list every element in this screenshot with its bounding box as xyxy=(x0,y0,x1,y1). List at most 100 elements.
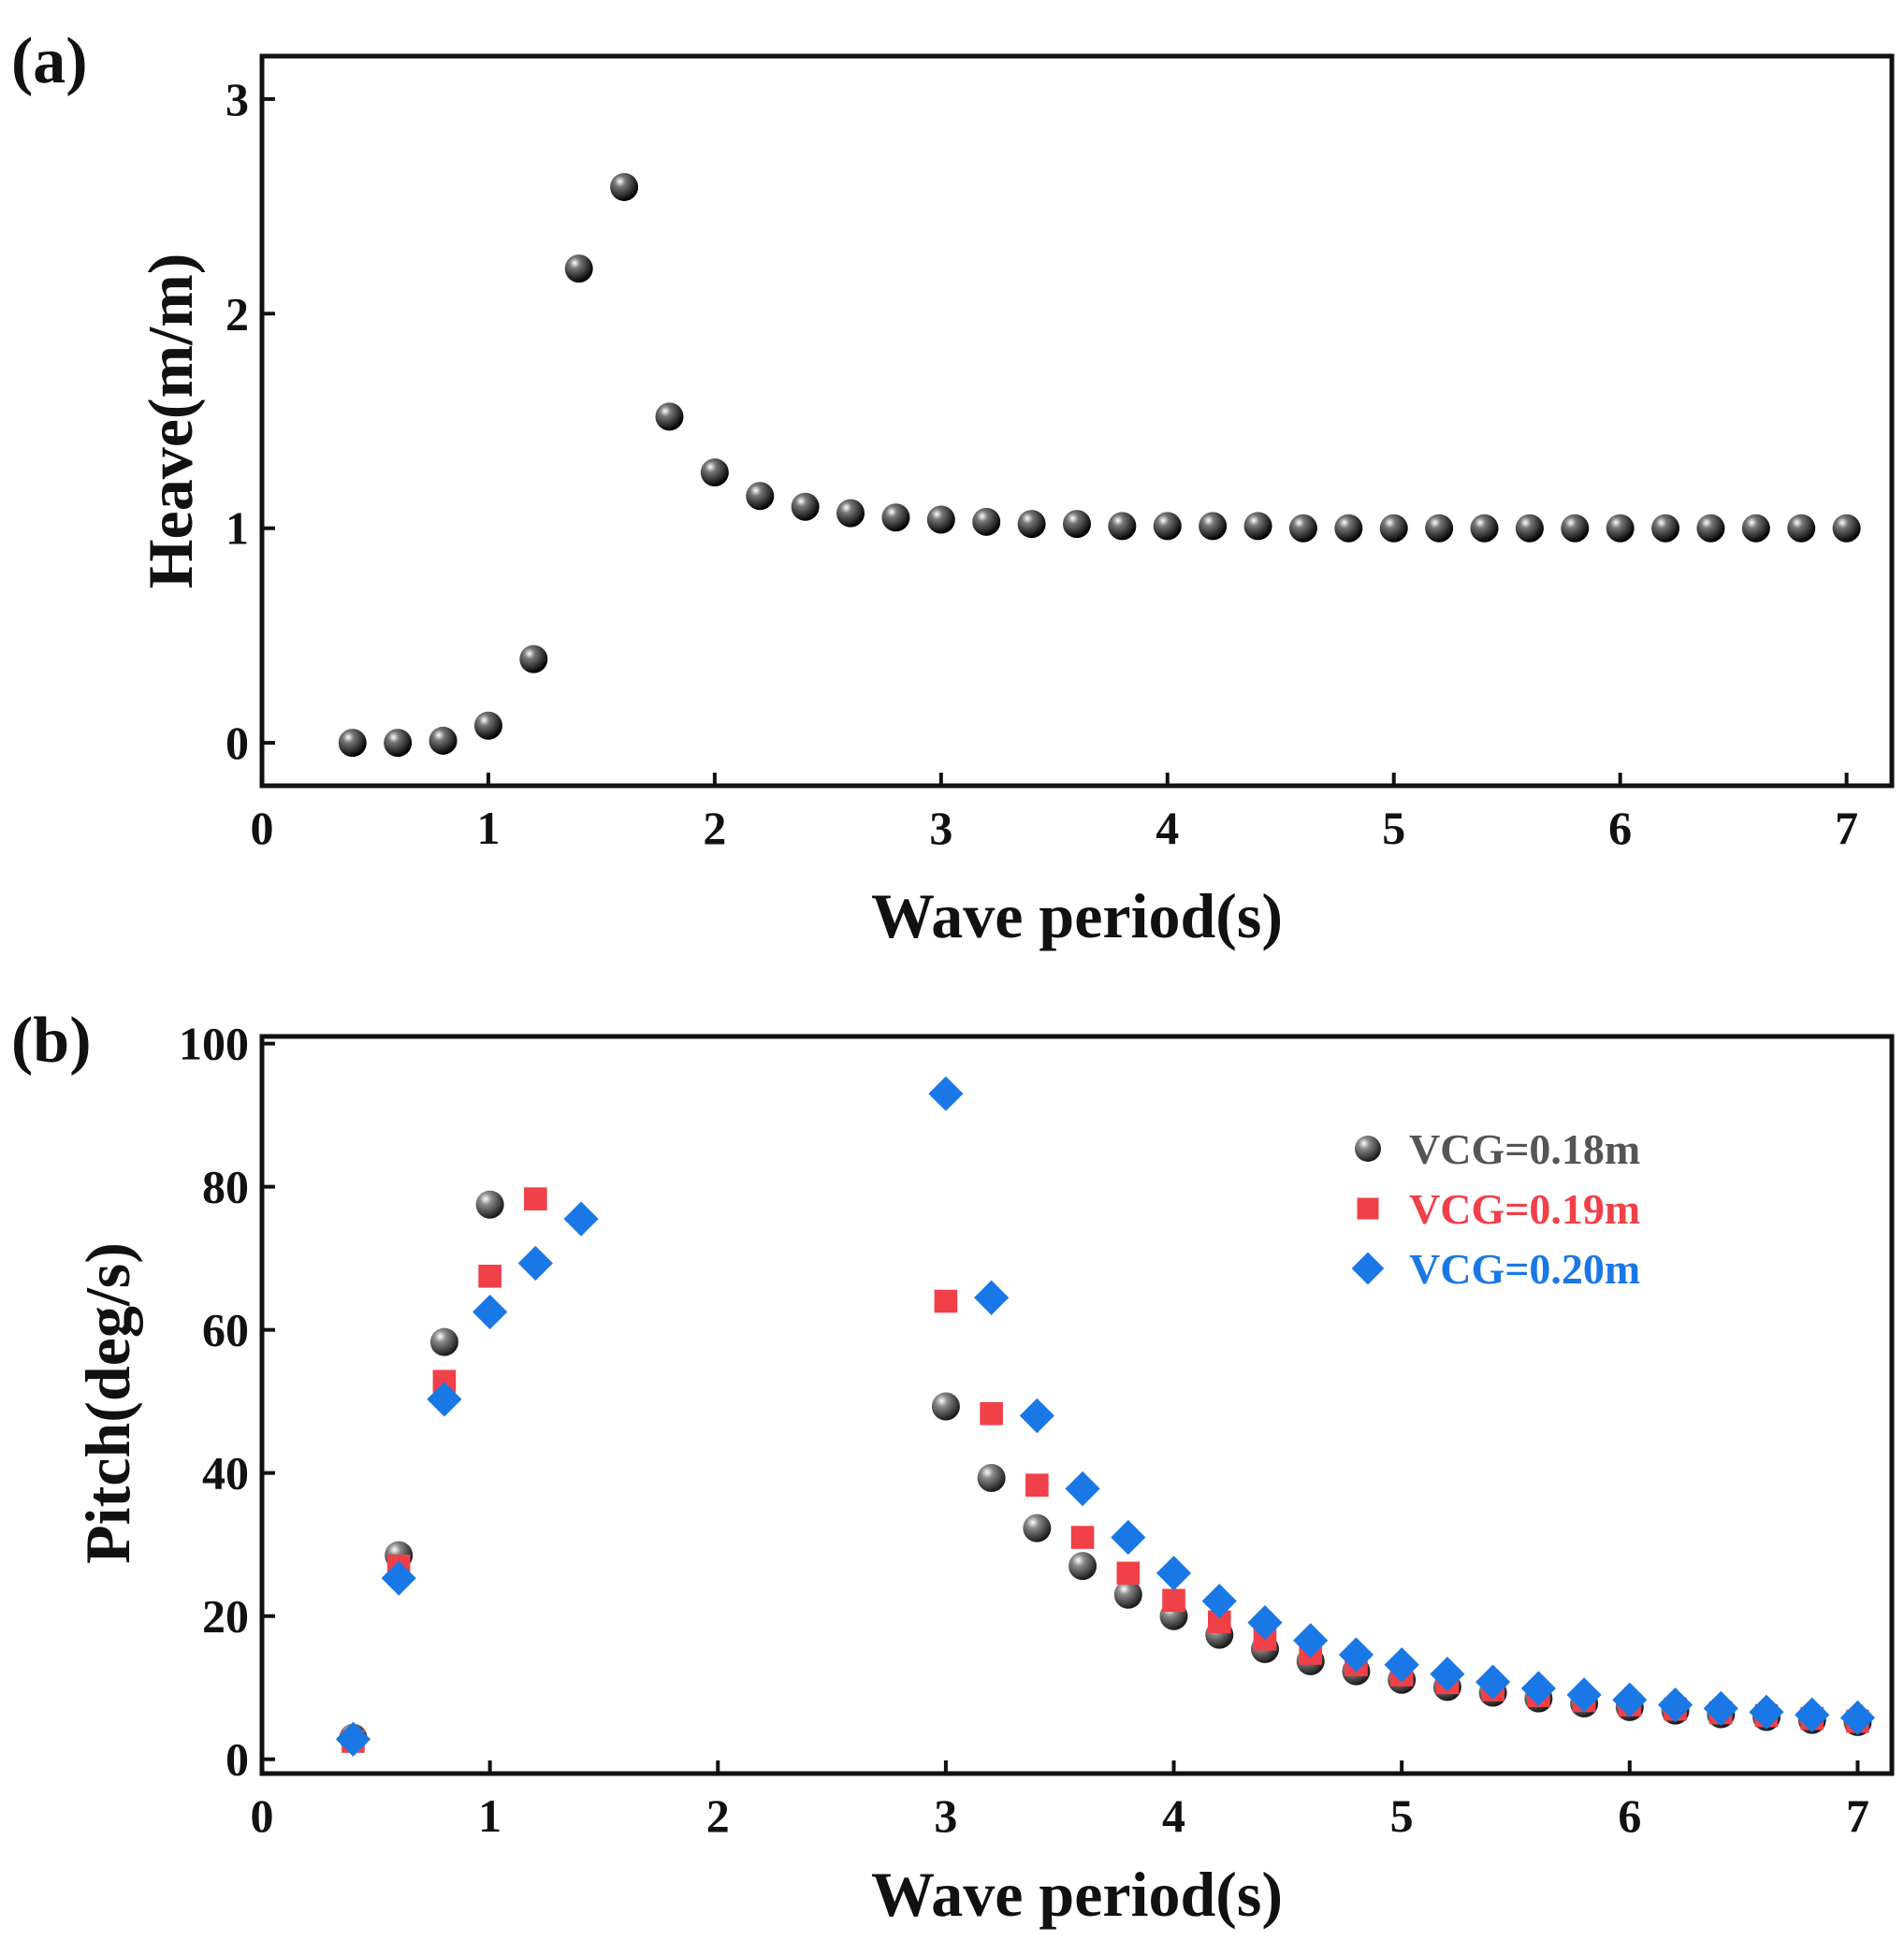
pitch-x-axis-label: Wave period(s) xyxy=(871,1859,1283,1930)
pitch-point-vcg-0-20m xyxy=(563,1201,599,1237)
pitch-y-tick-label: 20 xyxy=(202,1590,249,1643)
heave-point-heave xyxy=(519,645,548,674)
pitch-point-vcg-0-19m xyxy=(1025,1473,1049,1497)
pitch-point-vcg-0-20m xyxy=(1520,1671,1556,1706)
heave-point-heave xyxy=(836,499,865,528)
pitch-point-vcg-0-20m xyxy=(1749,1694,1784,1730)
heave-point-heave xyxy=(1470,514,1499,543)
pitch-legend: VCG=0.18m VCG=0.19m VCG=0.20m xyxy=(1351,1125,1640,1293)
heave-point-heave xyxy=(1153,512,1182,541)
pitch-x-tick-label: 2 xyxy=(706,1789,730,1842)
pitch-point-vcg-0-19m xyxy=(1162,1588,1185,1613)
pitch-point-vcg-0-20m xyxy=(1475,1664,1511,1700)
pitch-legend-marker-vcg-0-20m xyxy=(1351,1252,1385,1285)
pitch-point-vcg-0-18m xyxy=(475,1190,504,1219)
pitch-point-vcg-0-20m xyxy=(1155,1556,1192,1591)
heave-point-heave xyxy=(655,402,684,431)
pitch-point-vcg-0-18m xyxy=(1023,1514,1052,1543)
pitch-point-vcg-0-19m xyxy=(980,1401,1003,1426)
heave-point-heave xyxy=(338,729,367,758)
heave-point-heave xyxy=(610,172,639,201)
heave-y-tick-label: 2 xyxy=(225,287,249,340)
pitch-y-axis-label: Pitch(deg/s) xyxy=(72,1242,143,1564)
pitch-legend-marker-vcg-0-19m xyxy=(1357,1197,1379,1220)
heave-point-heave xyxy=(1515,514,1544,543)
heave-y-tick-label: 1 xyxy=(225,502,249,555)
heave-x-tick-label: 7 xyxy=(1835,802,1858,854)
pitch-point-vcg-0-20m xyxy=(1065,1470,1100,1507)
pitch-point-vcg-0-20m xyxy=(1839,1700,1876,1735)
pitch-x-tick-label: 6 xyxy=(1618,1789,1641,1842)
pitch-point-vcg-0-20m xyxy=(1795,1697,1830,1732)
heave-point-heave xyxy=(1199,512,1228,541)
heave-point-heave xyxy=(564,254,593,283)
heave-point-heave xyxy=(1832,514,1861,543)
heave-point-heave xyxy=(384,729,413,758)
pitch-x-tick-label: 3 xyxy=(934,1789,957,1842)
heave-point-heave xyxy=(1561,514,1590,543)
heave-y-axis-label: Heave(m/m) xyxy=(135,253,206,589)
pitch-y-tick-label: 100 xyxy=(179,1018,249,1070)
heave-point-heave xyxy=(1787,514,1816,543)
pitch-point-vcg-0-18m xyxy=(977,1464,1006,1493)
heave-y-tick-label: 0 xyxy=(225,717,249,769)
pitch-point-vcg-0-18m xyxy=(1068,1552,1097,1581)
pitch-data-points xyxy=(335,1076,1876,1757)
heave-x-tick-label: 0 xyxy=(251,802,274,854)
panel-b-label: (b) xyxy=(11,1005,92,1077)
heave-point-heave xyxy=(1334,514,1363,543)
pitch-point-vcg-0-20m xyxy=(1566,1677,1602,1713)
pitch-axis-ticks: 0 1 2 3 4 5 6 7 0 20 40 60 80 100 xyxy=(179,1018,1869,1842)
pitch-x-tick-label: 7 xyxy=(1846,1789,1869,1842)
pitch-point-vcg-0-19m xyxy=(1070,1526,1095,1549)
pitch-legend-label-vcg-0-19m: VCG=0.19m xyxy=(1409,1185,1640,1233)
pitch-point-vcg-0-19m xyxy=(524,1187,547,1210)
heave-plot-frame xyxy=(259,53,1895,789)
heave-axis-ticks: 0 1 2 3 4 5 6 7 0 1 2 3 xyxy=(225,73,1858,854)
pitch-point-vcg-0-19m xyxy=(1116,1561,1141,1586)
pitch-point-vcg-0-18m xyxy=(429,1327,458,1356)
panel-a-label: (a) xyxy=(11,25,88,97)
pitch-point-vcg-0-20m xyxy=(1338,1637,1374,1673)
pitch-legend-label-vcg-0-18m: VCG=0.18m xyxy=(1409,1125,1640,1173)
heave-x-tick-label: 6 xyxy=(1608,802,1632,854)
pitch-point-vcg-0-20m xyxy=(1612,1682,1648,1717)
heave-point-heave xyxy=(473,711,502,740)
heave-point-heave xyxy=(1243,512,1272,541)
pitch-y-tick-label: 40 xyxy=(202,1447,249,1499)
pitch-point-vcg-0-18m xyxy=(931,1392,960,1421)
heave-x-tick-label: 2 xyxy=(703,802,726,854)
heave-y-tick-label: 3 xyxy=(225,73,249,125)
pitch-point-vcg-0-20m xyxy=(517,1245,553,1282)
pitch-x-tick-label: 1 xyxy=(478,1789,501,1842)
heave-point-heave xyxy=(926,505,955,534)
pitch-x-tick-label: 5 xyxy=(1390,1789,1414,1842)
heave-point-heave xyxy=(1606,514,1635,543)
pitch-point-vcg-0-20m xyxy=(1430,1657,1465,1692)
pitch-point-vcg-0-19m xyxy=(478,1264,501,1288)
pitch-point-vcg-0-20m xyxy=(928,1076,964,1111)
heave-point-heave xyxy=(972,507,1001,536)
pitch-point-vcg-0-20m xyxy=(1019,1398,1054,1434)
heave-point-heave xyxy=(1379,514,1408,543)
heave-data-points xyxy=(338,172,1861,758)
pitch-point-vcg-0-20m xyxy=(1657,1687,1693,1723)
heave-point-heave xyxy=(881,503,910,532)
pitch-point-vcg-0-20m xyxy=(1703,1690,1738,1726)
pitch-point-vcg-0-20m xyxy=(1201,1584,1237,1619)
pitch-legend-label-vcg-0-20m: VCG=0.20m xyxy=(1409,1245,1640,1293)
pitch-point-vcg-0-20m xyxy=(1111,1519,1146,1556)
heave-x-tick-label: 1 xyxy=(476,802,500,854)
heave-point-heave xyxy=(429,726,458,755)
pitch-x-tick-label: 0 xyxy=(251,1789,274,1842)
pitch-plot-frame xyxy=(259,1034,1895,1776)
pitch-point-vcg-0-20m xyxy=(472,1294,508,1330)
pitch-y-tick-label: 80 xyxy=(202,1161,249,1213)
heave-point-heave xyxy=(1425,514,1454,543)
pitch-y-tick-label: 60 xyxy=(202,1304,249,1356)
heave-point-heave xyxy=(1288,514,1317,543)
heave-x-tick-label: 5 xyxy=(1382,802,1405,854)
heave-x-axis-label: Wave period(s) xyxy=(871,880,1283,951)
